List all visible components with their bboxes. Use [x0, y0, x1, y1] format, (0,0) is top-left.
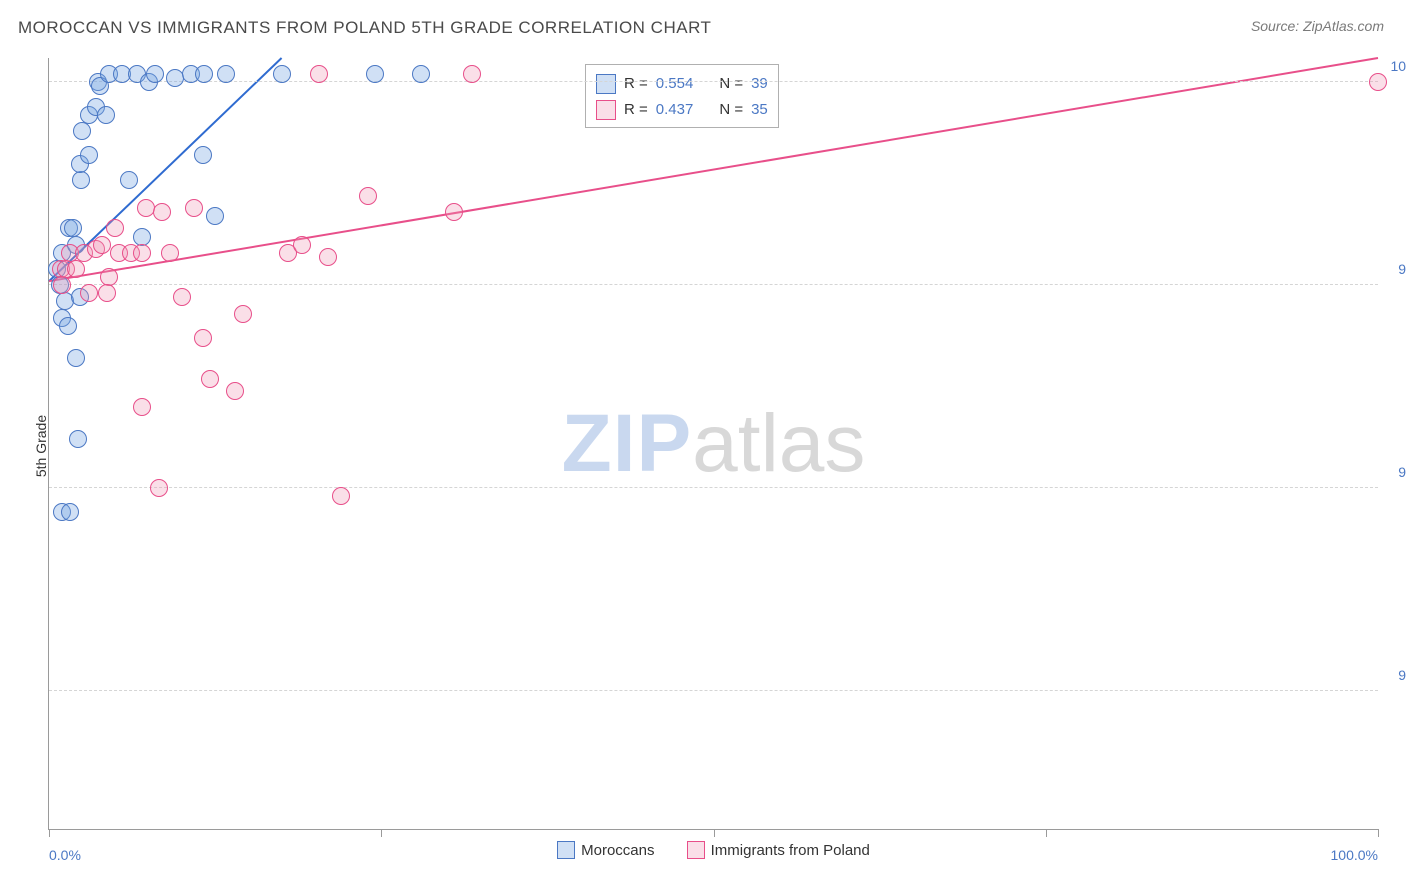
x-tick [714, 829, 715, 837]
scatter-point [93, 236, 111, 254]
y-tick-label: 92.5% [1383, 667, 1406, 683]
scatter-point [194, 146, 212, 164]
scatter-point [133, 398, 151, 416]
legend-n-value: 39 [751, 71, 768, 97]
scatter-point [80, 146, 98, 164]
scatter-point [332, 487, 350, 505]
x-tick [49, 829, 50, 837]
scatter-point [173, 288, 191, 306]
x-tick [1378, 829, 1379, 837]
scatter-point [69, 430, 87, 448]
scatter-point [366, 65, 384, 83]
scatter-point [161, 244, 179, 262]
chart-title: MOROCCAN VS IMMIGRANTS FROM POLAND 5TH G… [18, 18, 1388, 38]
scatter-point [64, 219, 82, 237]
scatter-chart: ZIPatlas R = 0.554 N = 39 R = 0.437 N = … [48, 58, 1378, 830]
legend-r-value: 0.437 [656, 97, 694, 123]
source-attribution: Source: ZipAtlas.com [1251, 18, 1384, 34]
legend-label: Immigrants from Poland [711, 842, 870, 859]
legend-swatch-blue [596, 74, 616, 94]
scatter-point [1369, 73, 1387, 91]
scatter-point [445, 203, 463, 221]
y-tick-label: 97.5% [1383, 261, 1406, 277]
scatter-point [463, 65, 481, 83]
scatter-point [185, 199, 203, 217]
scatter-point [100, 268, 118, 286]
legend-swatch-pink [687, 841, 705, 859]
scatter-point [133, 244, 151, 262]
scatter-point [53, 276, 71, 294]
x-tick-label: 100.0% [1331, 847, 1378, 863]
scatter-point [310, 65, 328, 83]
x-tick [381, 829, 382, 837]
scatter-point [98, 284, 116, 302]
scatter-point [67, 260, 85, 278]
scatter-point [217, 65, 235, 83]
legend-r-label: R = [624, 97, 648, 123]
legend-item: Moroccans [557, 841, 654, 859]
watermark-zip: ZIP [562, 398, 693, 489]
legend-row: R = 0.437 N = 35 [596, 97, 768, 123]
scatter-point [153, 203, 171, 221]
scatter-point [293, 236, 311, 254]
scatter-point [226, 382, 244, 400]
y-tick-label: 100.0% [1383, 58, 1406, 74]
gridline-h [49, 690, 1378, 691]
scatter-point [359, 187, 377, 205]
scatter-point [195, 65, 213, 83]
legend-n-value: 35 [751, 97, 768, 123]
watermark-atlas: atlas [692, 398, 865, 489]
legend-row: R = 0.554 N = 39 [596, 71, 768, 97]
legend-item: Immigrants from Poland [687, 841, 870, 859]
source-prefix: Source: [1251, 18, 1303, 34]
scatter-point [97, 106, 115, 124]
scatter-point [206, 207, 224, 225]
legend-swatch-pink [596, 100, 616, 120]
scatter-point [61, 503, 79, 521]
y-axis-label: 5th Grade [33, 415, 49, 477]
legend-n-label: N = [719, 97, 743, 123]
scatter-point [59, 317, 77, 335]
scatter-point [234, 305, 252, 323]
scatter-point [146, 65, 164, 83]
scatter-point [201, 370, 219, 388]
source-name: ZipAtlas.com [1303, 18, 1384, 34]
legend-swatch-blue [557, 841, 575, 859]
scatter-point [80, 284, 98, 302]
scatter-point [194, 329, 212, 347]
scatter-point [106, 219, 124, 237]
trend-lines-layer [49, 58, 1378, 829]
scatter-point [72, 171, 90, 189]
legend-n-label: N = [719, 71, 743, 97]
x-tick [1046, 829, 1047, 837]
scatter-point [73, 122, 91, 140]
gridline-h [49, 81, 1378, 82]
gridline-h [49, 487, 1378, 488]
legend-label: Moroccans [581, 842, 654, 859]
scatter-point [67, 349, 85, 367]
legend-correlation-box: R = 0.554 N = 39 R = 0.437 N = 35 [585, 64, 779, 128]
scatter-point [120, 171, 138, 189]
scatter-point [273, 65, 291, 83]
x-tick-label: 0.0% [49, 847, 81, 863]
legend-r-value: 0.554 [656, 71, 694, 97]
legend-bottom: Moroccans Immigrants from Poland [49, 841, 1378, 863]
scatter-point [319, 248, 337, 266]
gridline-h [49, 284, 1378, 285]
legend-r-label: R = [624, 71, 648, 97]
scatter-point [150, 479, 168, 497]
y-tick-label: 95.0% [1383, 464, 1406, 480]
scatter-point [412, 65, 430, 83]
watermark: ZIPatlas [562, 397, 866, 491]
